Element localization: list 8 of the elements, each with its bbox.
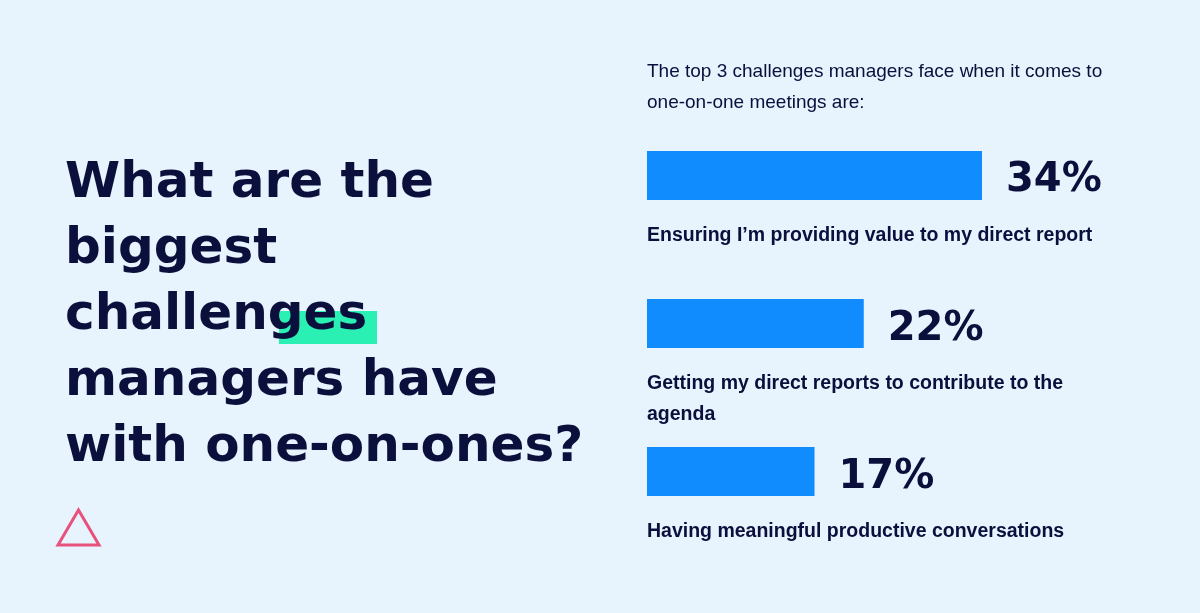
y-tick-label: Having meaningful productive conversations <box>647 519 1065 542</box>
text: What are the biggest challenges managers have with one-on-ones? <box>65 151 584 473</box>
data-label: 17% <box>838 450 935 497</box>
y-tick-label: Ensuring I’m providing value to my direct report <box>647 222 1093 245</box>
y-tick-label: Getting my direct reports to contribute to the agenda <box>647 371 1064 424</box>
data-label: 22% <box>887 302 984 349</box>
chart-subtitle: The top 3 challenges managers face when it comes to one-on-one meetings are: <box>647 60 1103 112</box>
data-label: 34% <box>1006 154 1102 201</box>
